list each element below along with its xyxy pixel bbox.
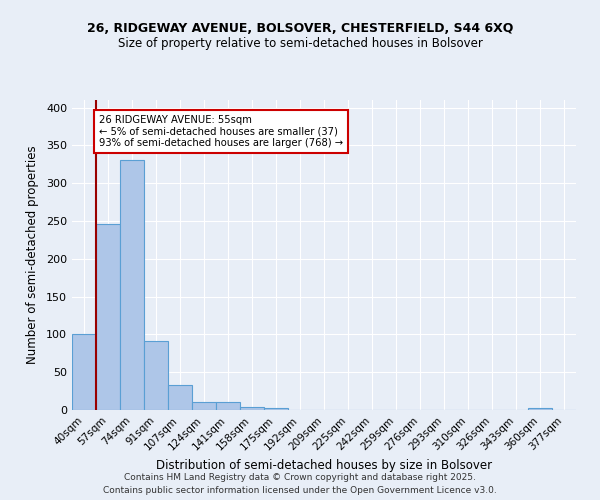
X-axis label: Distribution of semi-detached houses by size in Bolsover: Distribution of semi-detached houses by … bbox=[156, 458, 492, 471]
Text: Contains HM Land Registry data © Crown copyright and database right 2025.: Contains HM Land Registry data © Crown c… bbox=[124, 472, 476, 482]
Text: 26, RIDGEWAY AVENUE, BOLSOVER, CHESTERFIELD, S44 6XQ: 26, RIDGEWAY AVENUE, BOLSOVER, CHESTERFI… bbox=[87, 22, 513, 36]
Bar bbox=[120, 160, 144, 410]
Text: Size of property relative to semi-detached houses in Bolsover: Size of property relative to semi-detach… bbox=[118, 38, 482, 51]
Bar bbox=[72, 334, 96, 410]
Bar bbox=[192, 402, 216, 410]
Bar bbox=[264, 408, 288, 410]
Text: 26 RIDGEWAY AVENUE: 55sqm
← 5% of semi-detached houses are smaller (37)
93% of s: 26 RIDGEWAY AVENUE: 55sqm ← 5% of semi-d… bbox=[99, 115, 343, 148]
Bar bbox=[168, 385, 192, 410]
Bar bbox=[240, 407, 264, 410]
Bar bbox=[96, 224, 120, 410]
Y-axis label: Number of semi-detached properties: Number of semi-detached properties bbox=[26, 146, 39, 364]
Bar bbox=[216, 402, 240, 410]
Text: Contains public sector information licensed under the Open Government Licence v3: Contains public sector information licen… bbox=[103, 486, 497, 495]
Bar bbox=[144, 341, 168, 410]
Bar bbox=[528, 408, 552, 410]
